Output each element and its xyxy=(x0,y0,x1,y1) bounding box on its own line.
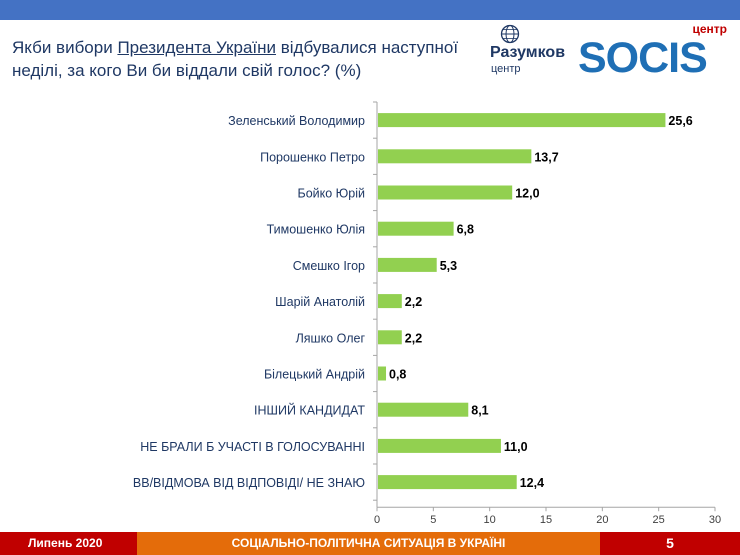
socis-name: SOCIS xyxy=(578,34,708,82)
x-tick-label: 25 xyxy=(653,514,665,526)
socis-centr: центр xyxy=(692,22,727,36)
category-label: Шарій Анатолій xyxy=(275,295,365,309)
top-bar xyxy=(0,0,740,20)
category-label: Порошенко Петро xyxy=(260,150,365,164)
footer-subtitle: СОЦІАЛЬНО-ПОЛІТИЧНА СИТУАЦІЯ В УКРАЇНІ xyxy=(137,532,600,555)
bar xyxy=(378,402,469,417)
data-label: 12,0 xyxy=(515,187,539,201)
data-label: 25,6 xyxy=(668,114,692,128)
data-label: 6,8 xyxy=(457,223,474,237)
category-label: Ляшко Олег xyxy=(296,331,366,345)
x-tick-label: 5 xyxy=(430,514,436,526)
x-tick-label: 30 xyxy=(709,514,721,526)
bar-chart: Зеленський Володимир 25,6 Порошенко Петро 1… xyxy=(133,101,721,526)
data-label: 5,3 xyxy=(440,259,457,273)
data-label: 12,4 xyxy=(520,476,544,490)
x-tick-label: 0 xyxy=(374,514,380,526)
data-label: 0,8 xyxy=(389,368,406,382)
page-title: Якби вибори Президента України відбували… xyxy=(12,36,482,82)
bar xyxy=(378,185,513,200)
x-tick-label: 15 xyxy=(540,514,552,526)
socis-logo: центр SOCIS xyxy=(578,22,733,82)
razumkov-sub: центр xyxy=(491,63,521,75)
bar xyxy=(378,475,517,490)
title-part1: Якби вибори xyxy=(12,38,118,57)
data-label: 13,7 xyxy=(534,150,558,164)
category-label: НЕ БРАЛИ Б УЧАСТІ В ГОЛОСУВАННІ xyxy=(140,440,365,454)
bar xyxy=(378,221,454,236)
title-part2: відбувалися наступної неділі, за кого Ви… xyxy=(12,38,459,80)
data-label: 11,0 xyxy=(504,440,528,454)
page-number: 5 xyxy=(600,532,740,555)
razumkov-logo: Разумков центр xyxy=(490,24,580,76)
bar xyxy=(378,257,437,272)
category-label: Бойко Юрій xyxy=(297,187,365,201)
globe-icon xyxy=(500,24,520,44)
bar xyxy=(378,149,532,164)
category-label: ІНШИЙ КАНДИДАТ xyxy=(254,403,365,418)
title-link: Президента України xyxy=(117,38,277,57)
category-label: Смешко Ігор xyxy=(293,259,365,273)
category-label: Білецький Андрій xyxy=(264,368,365,382)
x-tick-label: 10 xyxy=(484,514,496,526)
category-label: Тимошенко Юлія xyxy=(267,223,365,237)
category-label: Зеленський Володимир xyxy=(228,114,365,128)
bar xyxy=(378,366,387,381)
data-label: 2,2 xyxy=(405,295,422,309)
data-label: 8,1 xyxy=(471,404,488,418)
data-label: 2,2 xyxy=(405,331,422,345)
category-label: ВВ/ВІДМОВА ВІД ВІДПОВІДІ/ НЕ ЗНАЮ xyxy=(133,476,365,490)
bar xyxy=(378,113,666,128)
x-tick-label: 20 xyxy=(596,514,608,526)
bar xyxy=(378,294,402,309)
footer-date: Липень 2020 xyxy=(0,532,137,555)
bar xyxy=(378,438,501,453)
razumkov-name: Разумков xyxy=(490,44,566,61)
footer: Липень 2020 СОЦІАЛЬНО-ПОЛІТИЧНА СИТУАЦІЯ… xyxy=(0,532,740,555)
bar xyxy=(378,330,402,345)
